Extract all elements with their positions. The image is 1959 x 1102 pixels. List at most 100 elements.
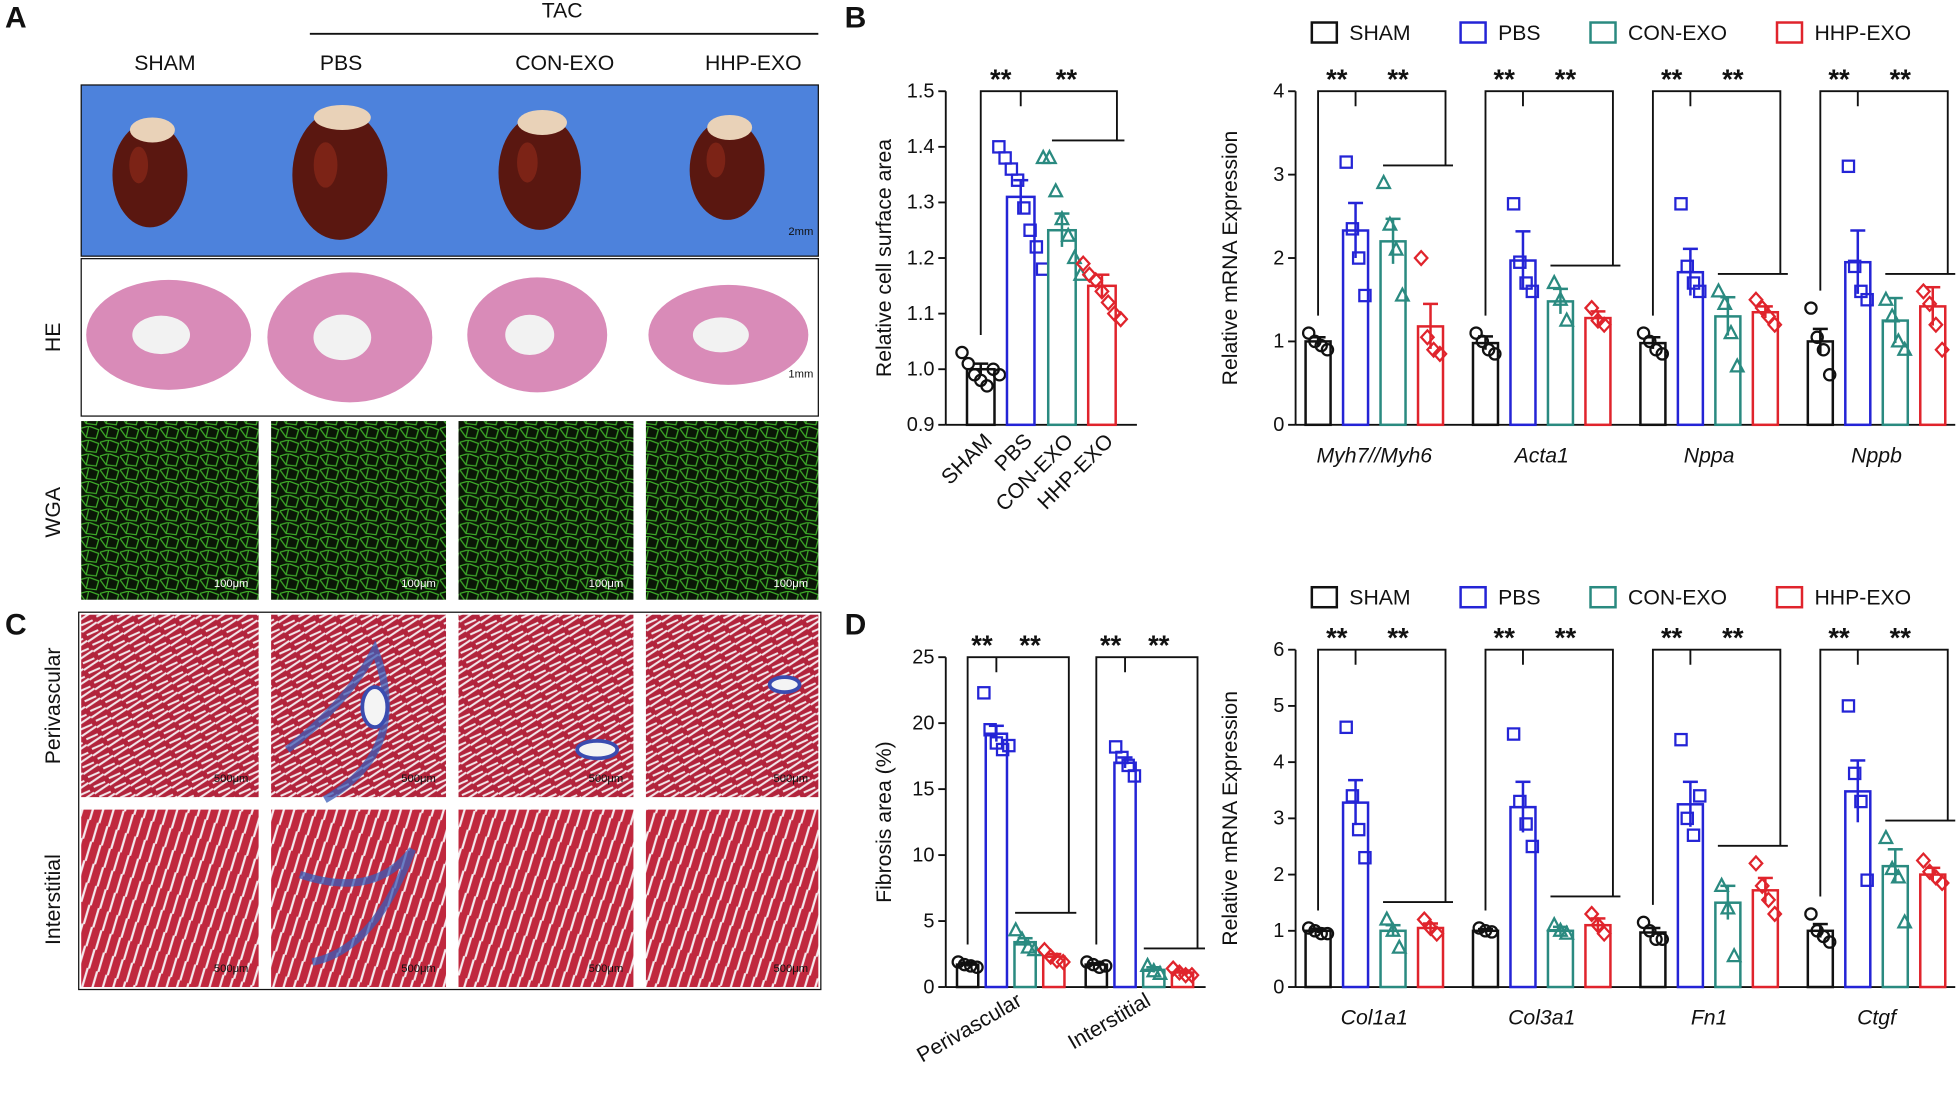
sig-label: ** — [1100, 630, 1122, 661]
point — [1375, 173, 1392, 190]
point — [1358, 850, 1372, 865]
heart-shine — [517, 142, 538, 183]
point — [1127, 769, 1142, 783]
heart-atrium — [707, 114, 753, 140]
sig-bracket — [1317, 648, 1454, 911]
point — [1506, 197, 1521, 211]
y-tick-label: 25 — [912, 646, 934, 668]
point — [1726, 946, 1743, 963]
sig-label: ** — [1387, 622, 1409, 653]
point — [1766, 905, 1783, 923]
point — [1655, 347, 1670, 361]
trichrome-image — [458, 809, 634, 988]
point — [1934, 341, 1950, 359]
point — [1558, 924, 1575, 940]
bar — [1584, 923, 1612, 989]
trichrome-image — [271, 809, 447, 988]
trichrome-image — [458, 614, 634, 798]
point — [1094, 282, 1110, 300]
heart-atrium — [313, 104, 371, 130]
point — [1596, 316, 1612, 334]
bar — [1509, 805, 1537, 989]
vessel — [767, 675, 802, 695]
sig-bracket — [1484, 90, 1621, 316]
point — [1596, 925, 1612, 943]
point — [1472, 921, 1486, 935]
point — [1060, 226, 1077, 242]
legend-swatch — [1775, 21, 1804, 44]
point — [1020, 938, 1037, 954]
point — [1004, 162, 1019, 176]
y-tick-label: 1.4 — [907, 136, 935, 158]
point — [1092, 960, 1107, 974]
point — [1552, 921, 1569, 937]
scale-bar-label: 1mm — [788, 368, 813, 380]
sig-label: ** — [1661, 64, 1683, 95]
point — [1643, 334, 1657, 349]
sig-bracket — [1819, 90, 1956, 291]
point — [1339, 720, 1353, 735]
sig-bracket — [1095, 656, 1206, 950]
heart-shine — [706, 142, 726, 178]
trichrome-image — [645, 809, 819, 988]
legend-label: PBS — [1498, 587, 1540, 610]
point — [1425, 341, 1442, 359]
point — [1519, 817, 1533, 831]
y-tick-label: 0.9 — [907, 414, 935, 436]
legend-label: CON-EXO — [1628, 22, 1727, 45]
y-tick-label: 0 — [923, 976, 934, 998]
point — [1301, 921, 1316, 935]
bar — [1751, 310, 1780, 427]
bar — [1005, 195, 1036, 427]
point — [1184, 966, 1200, 984]
trichrome-image — [645, 614, 819, 798]
y-axis-label: Relative cell surface area — [873, 139, 896, 377]
point — [1655, 932, 1670, 946]
point — [1877, 290, 1895, 306]
sig-label: ** — [990, 64, 1012, 95]
point — [1345, 222, 1360, 236]
y-tick-label: 1 — [1273, 331, 1284, 353]
point — [1713, 876, 1730, 892]
y-tick-label: 3 — [1273, 808, 1284, 830]
point — [1643, 924, 1657, 938]
point — [1314, 926, 1328, 941]
point — [992, 140, 1006, 154]
legend-swatch — [1459, 21, 1487, 44]
legend-swatch — [1459, 585, 1487, 609]
x-tick-label: Ctgf — [1857, 1007, 1898, 1030]
bar — [1304, 340, 1332, 427]
wga-image — [645, 421, 819, 600]
point — [1429, 925, 1445, 943]
y-axis-label: Relative mRNA Expression — [1219, 131, 1242, 386]
point — [1041, 148, 1058, 165]
point — [1145, 961, 1162, 978]
point — [1047, 182, 1064, 198]
sig-bracket — [979, 90, 1125, 336]
point — [1729, 357, 1746, 373]
point — [1804, 907, 1818, 921]
column-label: PBS — [320, 52, 362, 75]
scale-bar-label: 100μm — [214, 578, 249, 590]
y-tick-label: 0 — [1273, 976, 1284, 998]
point — [1087, 271, 1104, 289]
heart — [498, 114, 581, 230]
point — [1055, 953, 1071, 971]
bar — [1509, 259, 1537, 427]
point — [1583, 905, 1600, 923]
point — [1722, 323, 1740, 340]
column-label: SHAM — [134, 52, 195, 75]
sig-bracket — [1484, 648, 1621, 911]
point — [1029, 240, 1044, 254]
point — [1590, 312, 1606, 330]
point — [1394, 286, 1411, 302]
sig-label: ** — [971, 630, 993, 661]
point — [1053, 209, 1071, 226]
point — [1098, 959, 1113, 973]
scale-bar-label: 500μm — [401, 773, 436, 785]
trichrome-image — [271, 614, 447, 798]
point — [1804, 301, 1818, 315]
y-axis-label: Relative mRNA Expression — [1219, 691, 1242, 946]
he-lumen — [692, 317, 749, 353]
point — [1674, 732, 1688, 747]
